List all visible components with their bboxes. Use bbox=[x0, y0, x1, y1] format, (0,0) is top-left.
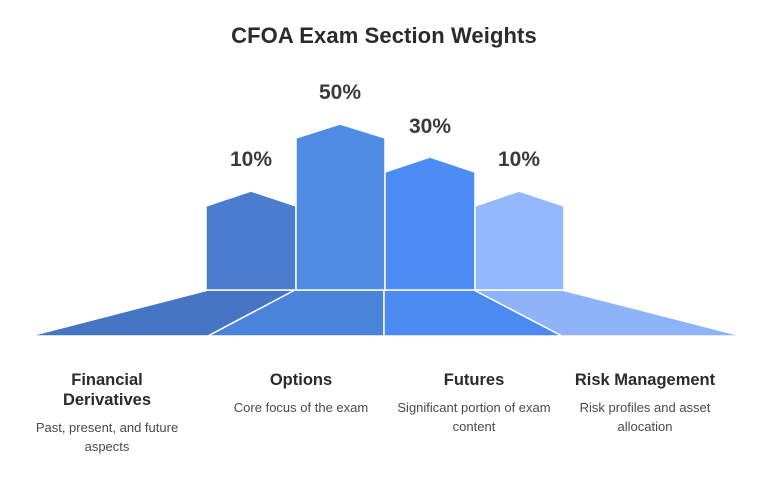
percent-label-financial-derivatives: 10% bbox=[230, 148, 272, 171]
section-name: Options bbox=[269, 371, 333, 389]
caption-futures: Futures Significant portion of exam cont… bbox=[389, 370, 559, 436]
page-title: CFOA Exam Section Weights bbox=[231, 23, 537, 48]
caption-risk-management: Risk Management Risk profiles and asset … bbox=[560, 370, 730, 436]
caption-options: Options Core focus of the exam bbox=[216, 370, 386, 417]
section-name: Risk Management bbox=[574, 371, 716, 389]
column-futures bbox=[384, 156, 476, 291]
section-description: Significant portion of exam content bbox=[397, 400, 551, 434]
percent-label-risk-management: 10% bbox=[498, 148, 540, 171]
section-description: Core focus of the exam bbox=[233, 400, 369, 415]
caption-financial-derivatives: Financial Derivatives Past, present, and… bbox=[22, 370, 192, 456]
column-financial-derivatives bbox=[205, 190, 297, 291]
section-name: Futures bbox=[443, 371, 505, 389]
section-description: Risk profiles and asset allocation bbox=[579, 400, 711, 434]
section-name: Financial Derivatives bbox=[62, 371, 152, 409]
column-risk-management bbox=[474, 190, 565, 291]
percent-label-options: 50% bbox=[319, 81, 361, 104]
percent-label-futures: 30% bbox=[409, 115, 451, 138]
section-description: Past, present, and future aspects bbox=[35, 420, 179, 454]
column-options bbox=[295, 123, 386, 291]
